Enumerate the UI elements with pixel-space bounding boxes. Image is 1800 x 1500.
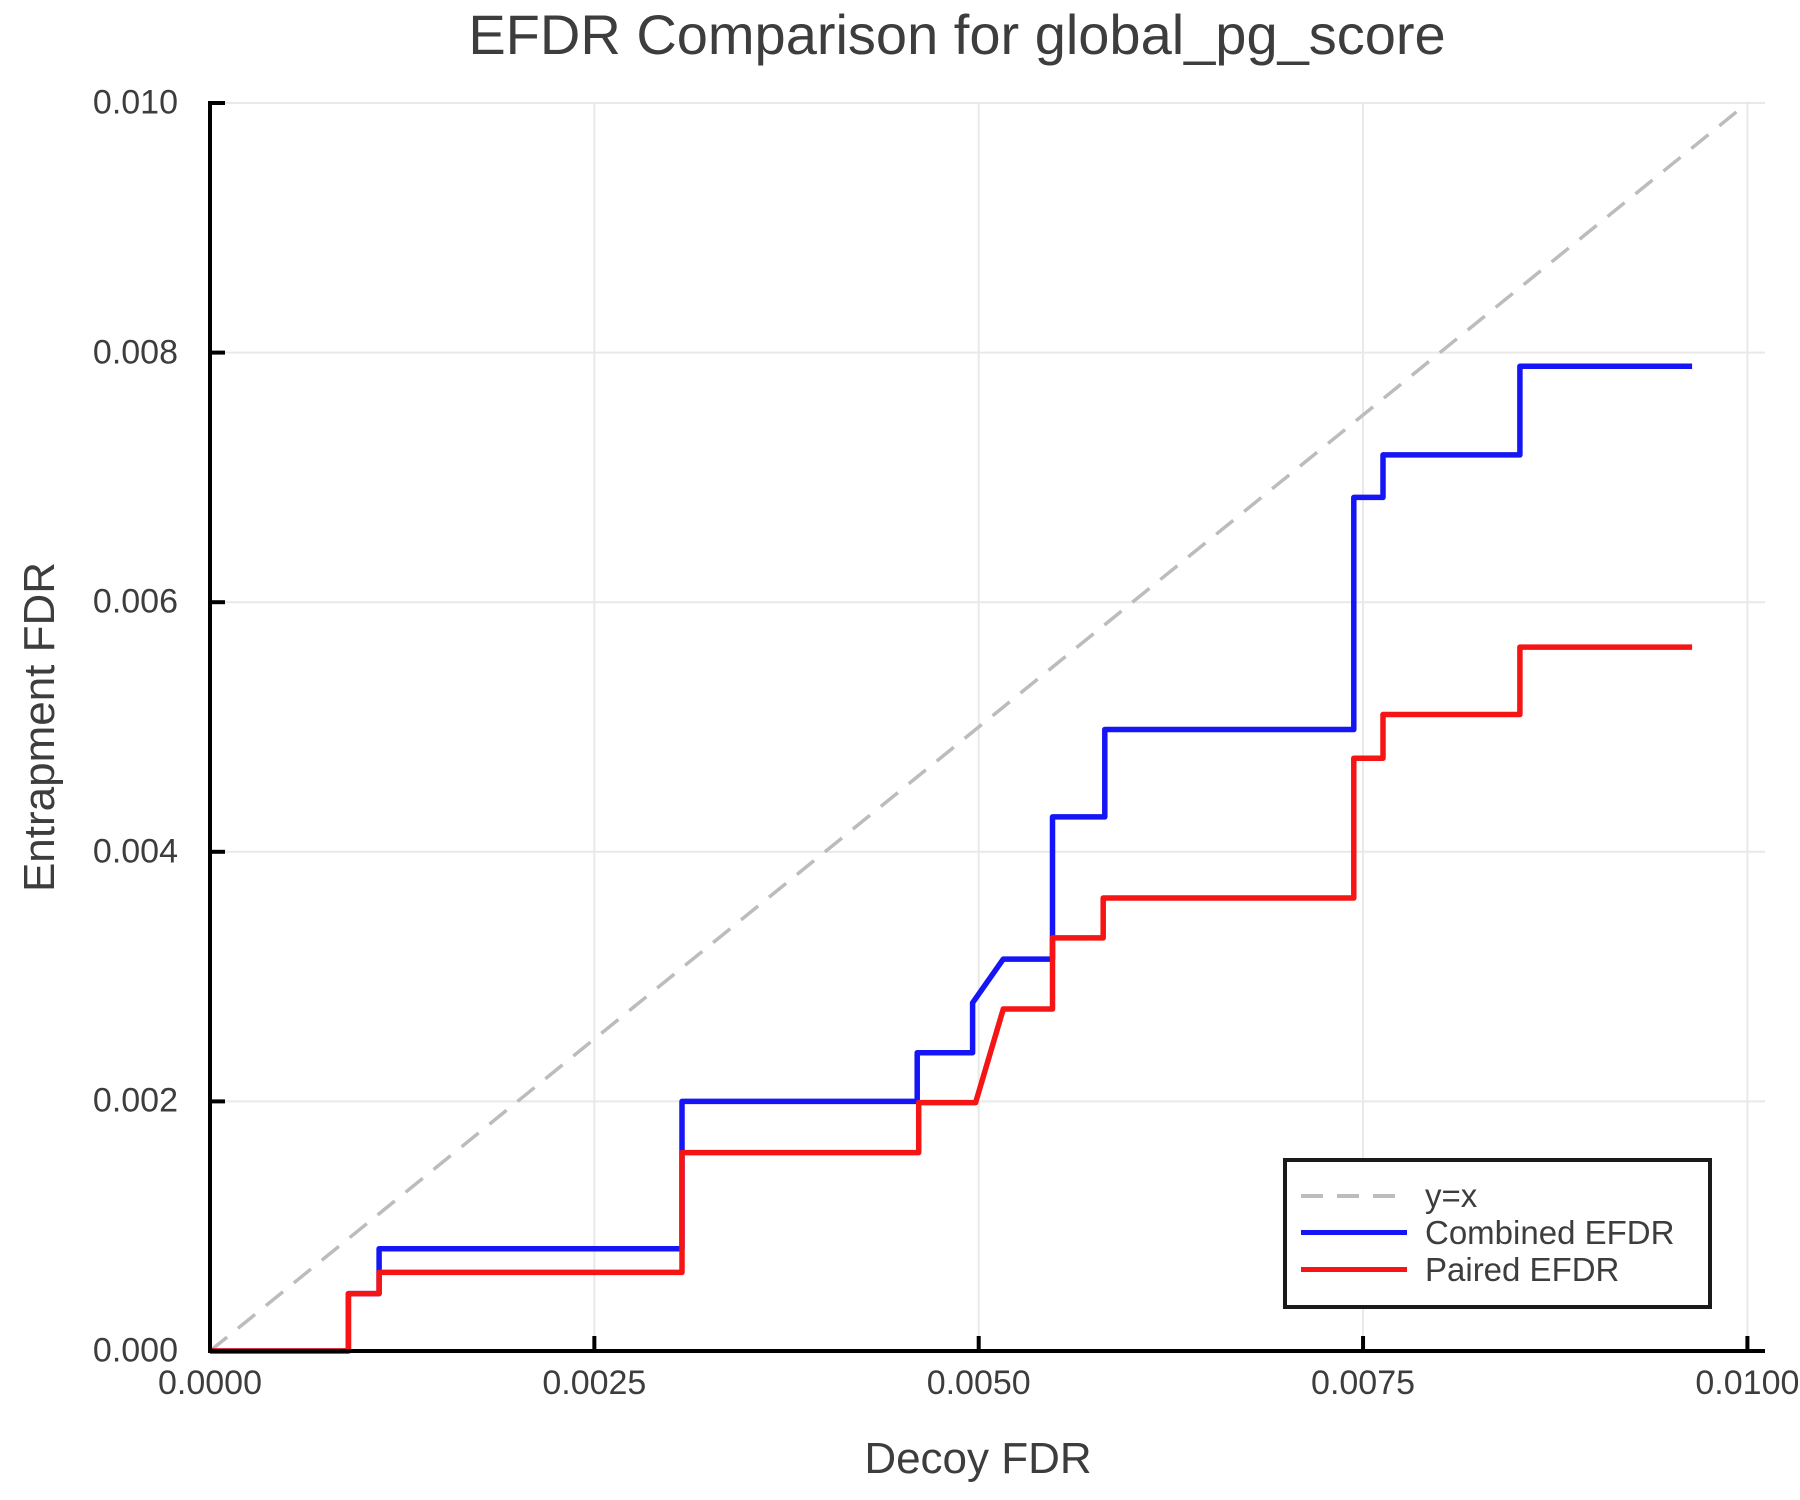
x-tick-label: 0.0025 — [542, 1364, 647, 1402]
legend-item: Combined EFDR — [1287, 1214, 1708, 1251]
x-tick-label: 0.0100 — [1695, 1364, 1800, 1402]
series-line-combined-efdr — [210, 363, 1693, 1354]
legend-item: Paired EFDR — [1287, 1251, 1708, 1288]
y-tick-label: 0.004 — [92, 832, 178, 871]
x-tick-label: 0.0050 — [926, 1364, 1031, 1402]
chart-title: EFDR Comparison for global_pg_score — [468, 3, 1446, 66]
series-line-y-x — [208, 101, 1749, 1353]
legend-item: y=x — [1287, 1177, 1708, 1214]
y-tick-label: 0.008 — [92, 333, 178, 372]
y-tick-label: 0.006 — [92, 582, 178, 621]
legend: y=x Combined EFDR Paired EFDR — [1283, 1158, 1712, 1309]
legend-label: y=x — [1425, 1176, 1478, 1214]
x-axis-title: Decoy FDR — [864, 1434, 1092, 1483]
y-tick-label: 0.010 — [92, 83, 178, 122]
legend-label: Combined EFDR — [1425, 1213, 1675, 1251]
y-axis-title: Entrapment FDR — [15, 561, 64, 893]
y-tick-label: 0.000 — [92, 1331, 178, 1370]
legend-line-sample — [1301, 1193, 1407, 1198]
series-line-paired-efdr — [210, 644, 1693, 1354]
legend-label: Paired EFDR — [1425, 1250, 1620, 1288]
legend-line-sample — [1301, 1230, 1407, 1235]
y-tick-label: 0.002 — [92, 1081, 178, 1120]
x-tick-label: 0.0000 — [158, 1364, 262, 1402]
legend-line-sample — [1301, 1267, 1407, 1272]
x-tick-label: 0.0075 — [1311, 1364, 1416, 1402]
